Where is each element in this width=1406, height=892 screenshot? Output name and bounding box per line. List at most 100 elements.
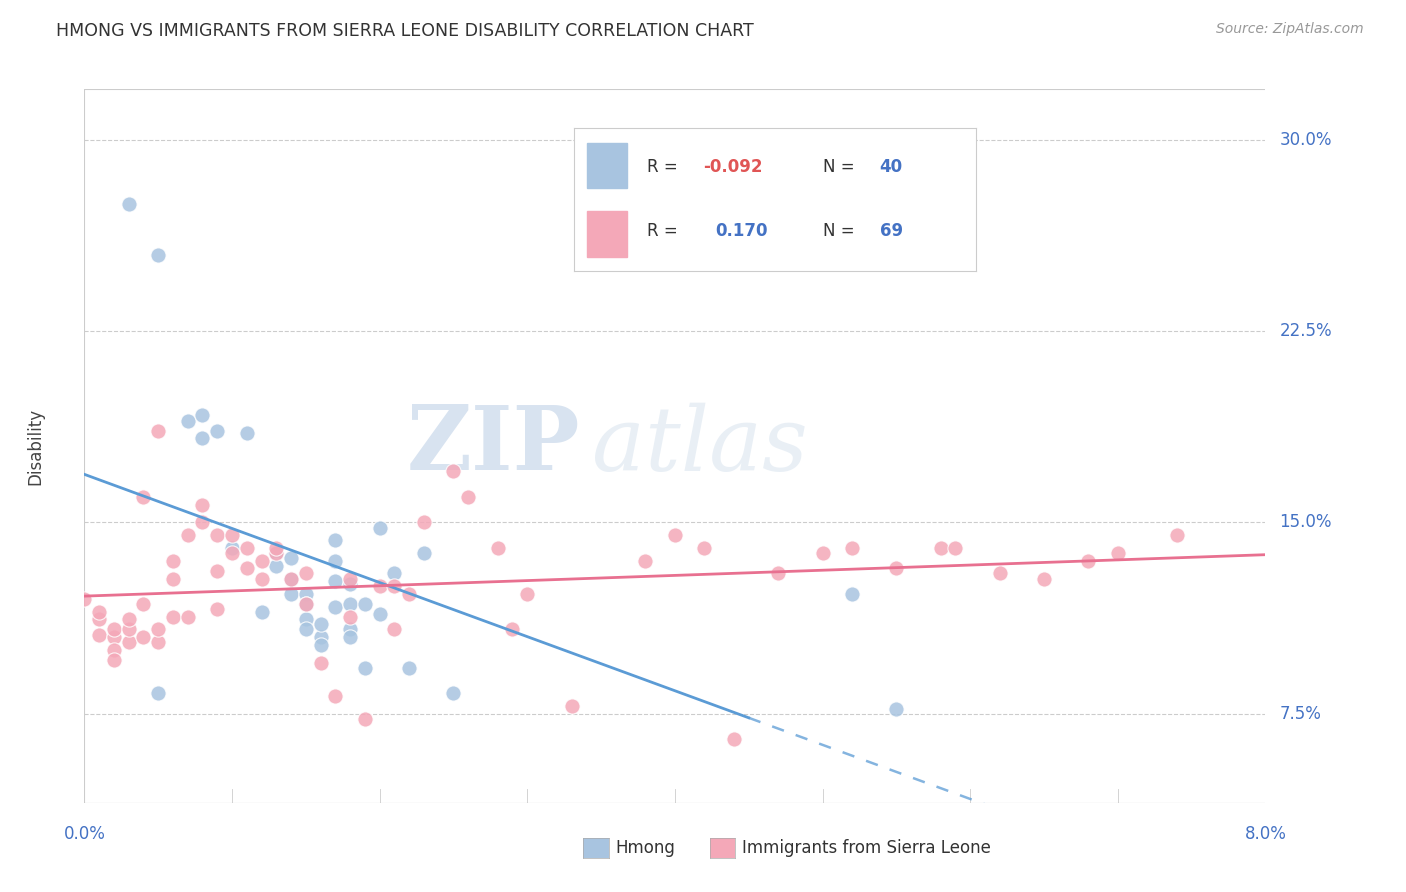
Point bbox=[398, 587, 420, 601]
Point bbox=[413, 516, 436, 530]
Point bbox=[1032, 572, 1054, 586]
Point bbox=[929, 541, 952, 555]
Point bbox=[250, 605, 273, 619]
Point bbox=[132, 490, 155, 504]
Point bbox=[339, 597, 361, 611]
Point bbox=[87, 612, 111, 626]
Text: 15.0%: 15.0% bbox=[1279, 514, 1331, 532]
Point bbox=[382, 579, 406, 593]
Point bbox=[309, 638, 332, 652]
Point bbox=[103, 630, 125, 644]
Point bbox=[295, 612, 318, 626]
Point bbox=[1077, 554, 1099, 568]
Point bbox=[264, 546, 288, 560]
Text: 8.0%: 8.0% bbox=[1244, 825, 1286, 843]
Point bbox=[132, 630, 155, 644]
Point bbox=[988, 566, 1011, 581]
Point bbox=[443, 686, 465, 700]
Point bbox=[162, 554, 184, 568]
Point bbox=[280, 572, 302, 586]
Text: Source: ZipAtlas.com: Source: ZipAtlas.com bbox=[1216, 22, 1364, 37]
Point bbox=[634, 554, 657, 568]
Point bbox=[221, 541, 243, 555]
Point bbox=[235, 561, 259, 575]
Point bbox=[118, 623, 141, 637]
Text: 22.5%: 22.5% bbox=[1279, 322, 1331, 341]
Point bbox=[162, 609, 184, 624]
Point bbox=[368, 520, 391, 534]
Point bbox=[339, 623, 361, 637]
Point bbox=[323, 689, 347, 703]
Point bbox=[768, 566, 790, 581]
Point bbox=[841, 587, 863, 601]
Point bbox=[886, 561, 908, 575]
Point bbox=[205, 424, 228, 438]
Point bbox=[354, 597, 377, 611]
Point bbox=[339, 576, 361, 591]
Point bbox=[309, 617, 332, 632]
Text: 7.5%: 7.5% bbox=[1279, 705, 1322, 723]
Point bbox=[457, 490, 479, 504]
Point bbox=[560, 698, 583, 713]
Point bbox=[177, 528, 200, 542]
Point bbox=[693, 541, 716, 555]
Point bbox=[501, 623, 523, 637]
Point bbox=[205, 528, 228, 542]
Point bbox=[191, 409, 214, 423]
Point bbox=[323, 599, 347, 614]
Point bbox=[177, 609, 200, 624]
Point bbox=[103, 623, 125, 637]
Point bbox=[191, 498, 214, 512]
Point bbox=[486, 541, 509, 555]
Point bbox=[354, 661, 377, 675]
Point bbox=[148, 623, 170, 637]
Point bbox=[368, 579, 391, 593]
Point bbox=[87, 627, 111, 641]
Point bbox=[280, 572, 302, 586]
Point bbox=[264, 541, 288, 555]
Point bbox=[264, 558, 288, 573]
Point bbox=[221, 528, 243, 542]
Point bbox=[148, 686, 170, 700]
Point bbox=[264, 546, 288, 560]
Point bbox=[205, 564, 228, 578]
Text: 30.0%: 30.0% bbox=[1279, 131, 1331, 149]
Point bbox=[413, 546, 436, 560]
Point bbox=[87, 605, 111, 619]
Point bbox=[811, 546, 834, 560]
Text: atlas: atlas bbox=[592, 402, 808, 490]
Point bbox=[1166, 528, 1188, 542]
Point bbox=[295, 566, 318, 581]
Point bbox=[118, 197, 141, 211]
Point bbox=[309, 630, 332, 644]
Point bbox=[841, 541, 863, 555]
Point bbox=[339, 609, 361, 624]
Text: Hmong: Hmong bbox=[616, 839, 676, 857]
Point bbox=[368, 607, 391, 622]
Text: ZIP: ZIP bbox=[406, 402, 581, 490]
Point bbox=[945, 541, 967, 555]
Point bbox=[250, 572, 273, 586]
Point bbox=[148, 248, 170, 262]
Point bbox=[148, 635, 170, 649]
Point bbox=[148, 424, 170, 438]
Point bbox=[323, 554, 347, 568]
Point bbox=[309, 656, 332, 670]
Point bbox=[235, 426, 259, 441]
Point bbox=[1107, 546, 1129, 560]
Text: Immigrants from Sierra Leone: Immigrants from Sierra Leone bbox=[742, 839, 991, 857]
Point bbox=[295, 623, 318, 637]
Point bbox=[516, 587, 538, 601]
Point bbox=[132, 597, 155, 611]
Text: Disability: Disability bbox=[27, 408, 44, 484]
Point bbox=[177, 413, 200, 427]
Point bbox=[295, 597, 318, 611]
Text: HMONG VS IMMIGRANTS FROM SIERRA LEONE DISABILITY CORRELATION CHART: HMONG VS IMMIGRANTS FROM SIERRA LEONE DI… bbox=[56, 22, 754, 40]
Point bbox=[323, 533, 347, 548]
Point bbox=[443, 465, 465, 479]
Point bbox=[323, 574, 347, 588]
Point bbox=[191, 431, 214, 445]
Point bbox=[723, 732, 745, 747]
Point bbox=[382, 623, 406, 637]
Point bbox=[339, 572, 361, 586]
